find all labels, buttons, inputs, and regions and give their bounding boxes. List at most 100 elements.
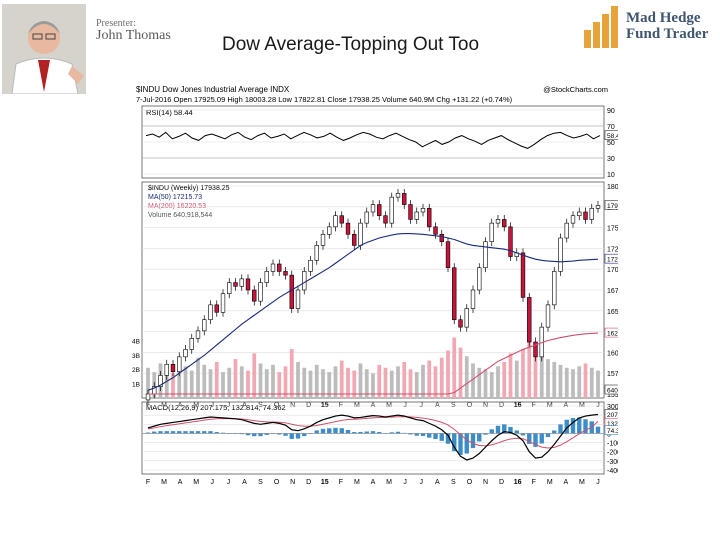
candle-body <box>220 293 226 313</box>
volume-bar <box>346 367 350 398</box>
volume-bar <box>502 362 507 398</box>
x-axis-bottom-label: M <box>386 479 392 486</box>
macd-histogram-bar <box>445 433 451 444</box>
x-axis-top-label: S <box>451 402 456 409</box>
candle-body <box>195 330 201 339</box>
macd-signal-last-label-box <box>604 417 618 428</box>
x-axis-bottom-label: F <box>339 479 343 486</box>
x-axis-bottom-label: M <box>193 479 199 486</box>
candle-body <box>370 204 376 213</box>
volume-bar <box>489 372 494 398</box>
macd-histogram-bar <box>464 433 469 454</box>
candle-body <box>314 245 319 261</box>
macd-histogram-bar <box>145 432 151 434</box>
slide-title: Dow Average-Topping Out Too <box>222 34 480 55</box>
rsi-last-label-box <box>604 130 618 140</box>
macd-histogram-bar <box>489 429 494 434</box>
candle-body <box>302 271 307 291</box>
candle-body <box>170 363 176 373</box>
x-axis-bottom-label: J <box>419 479 423 486</box>
volume-bar <box>308 370 313 398</box>
volume-bar <box>389 370 394 398</box>
macd-histogram-bar <box>333 427 338 434</box>
volume-bar <box>271 364 275 398</box>
macd-histogram-bar <box>427 433 432 438</box>
volume-bar <box>546 359 550 398</box>
price-panel: $INDU (Weekly) 17938.25 MA(50) 17215.73 … <box>148 185 230 219</box>
x-axis-bottom-label: J <box>227 479 231 486</box>
price-legend-3: Volume 640,918,544 <box>148 212 212 219</box>
x-axis-top-label: F <box>339 402 343 409</box>
candle-body <box>495 219 501 224</box>
macd-histogram-bar <box>183 431 188 434</box>
x-axis-top-label: 15 <box>321 402 329 409</box>
macd-histogram-bar <box>452 433 457 452</box>
macd-histogram-bar <box>577 417 582 434</box>
volume-bar <box>483 369 488 398</box>
macd-histogram-bar <box>358 431 363 434</box>
candle-body <box>489 222 494 243</box>
macd-hist-last-label: 74.362 <box>607 428 618 435</box>
macd-line <box>147 413 599 461</box>
macd-histogram-bar <box>502 424 507 434</box>
price-tick-label: 16500 <box>607 309 618 316</box>
candle-body <box>289 274 294 309</box>
candle-body <box>520 252 526 298</box>
candle-body <box>345 222 351 235</box>
macd-histogram-bar <box>408 433 413 435</box>
price-tick-label: 17000 <box>607 267 618 274</box>
candle-body <box>458 319 463 328</box>
stock-chart: $INDU Dow Jones Industrial Average INDX … <box>132 85 618 486</box>
candle-body <box>445 241 451 269</box>
price-legend-0: $INDU (Weekly) 17938.25 <box>148 185 230 192</box>
candle-body <box>383 215 388 224</box>
rsi-line <box>145 131 601 149</box>
volume-bar <box>252 353 257 398</box>
volume-bar <box>583 363 588 398</box>
candle-body <box>233 282 238 287</box>
x-axis-top-label: A <box>564 402 569 409</box>
macd-histogram-bar <box>302 433 307 437</box>
macd-histogram-bar <box>177 431 182 434</box>
volume-bar <box>452 337 457 398</box>
volume-bar <box>214 362 219 398</box>
volume-tick-label: 3B <box>132 353 140 360</box>
macd-histogram-bar <box>495 425 501 434</box>
volume-bar <box>258 363 263 398</box>
x-axis-top-label: A <box>435 402 440 409</box>
macd-histogram-bar <box>433 433 438 440</box>
rsi-tick-label: 90 <box>607 108 615 115</box>
candle-body <box>227 282 232 295</box>
candle-body <box>389 196 394 224</box>
x-axis-bottom-label: J <box>596 479 600 486</box>
candle-body <box>439 233 444 243</box>
macd-frame <box>141 401 605 475</box>
candle-body <box>470 289 476 309</box>
x-axis-bottom-label: 15 <box>321 479 329 486</box>
x-axis-top-label: A <box>242 402 247 409</box>
volume-bar <box>277 372 282 398</box>
macd-histogram-bar <box>545 433 551 438</box>
candle-body <box>239 278 244 287</box>
x-axis-top-label: D <box>306 402 311 409</box>
volume-last-label: 640.9M <box>607 388 618 395</box>
macd-histogram-bar <box>295 433 301 439</box>
macd-histogram-bar <box>370 431 376 434</box>
candle-body <box>452 267 457 321</box>
candle-body <box>483 241 488 269</box>
candle-body <box>189 337 194 350</box>
volume-bar <box>477 367 482 398</box>
volume-bar <box>171 373 175 398</box>
price-tick-label: 18000 <box>607 184 618 191</box>
candle-body <box>558 237 563 272</box>
volume-bar <box>352 370 357 398</box>
ma50-last-label: 17215.73 <box>607 257 618 264</box>
candle-body <box>433 226 438 235</box>
volume-bar <box>521 349 525 398</box>
candle-body <box>283 271 288 276</box>
volume-bar <box>396 366 400 398</box>
candle-body <box>214 304 219 313</box>
macd-histogram-bar <box>208 431 213 434</box>
macd-tick-label: -200 <box>607 450 618 457</box>
ma50-line <box>147 232 599 391</box>
